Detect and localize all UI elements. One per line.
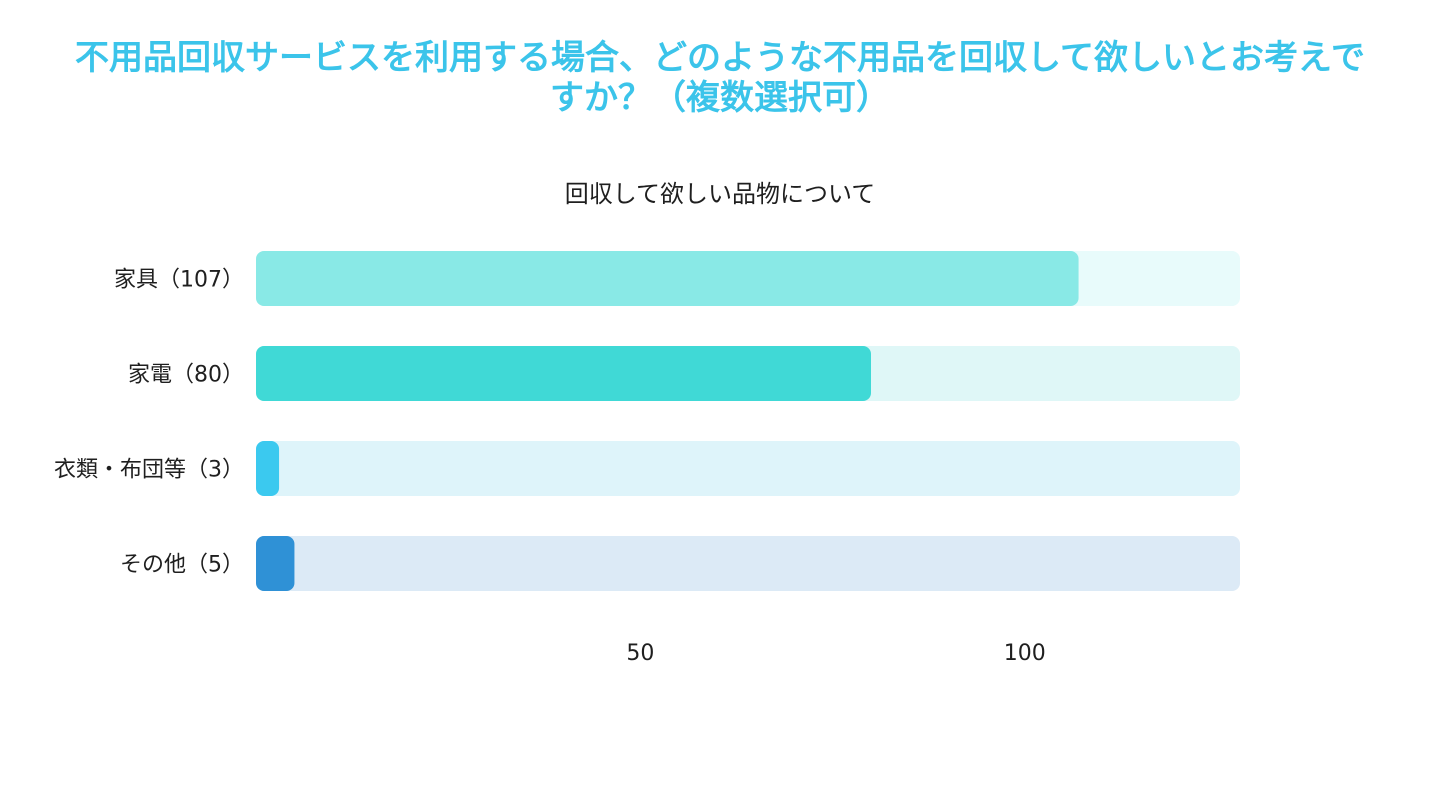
bar-track [256, 441, 1240, 496]
category-label: 家具（107） [114, 268, 244, 293]
category-label: 家電（80） [128, 363, 244, 388]
page-title: 不用品回収サービスを利用する場合、どのような不用品を回収して欲しいとお考えですか… [75, 38, 1365, 118]
category-label: その他（5） [120, 553, 244, 578]
bar [256, 441, 280, 496]
bar [256, 251, 1079, 306]
x-tick-label: 100 [1004, 641, 1046, 666]
bar [256, 536, 295, 591]
category-label: 衣類・布団等（3） [54, 458, 244, 483]
chart-title: 回収して欲しい品物について [564, 180, 876, 208]
x-tick-label: 50 [626, 641, 654, 666]
bar [256, 346, 871, 401]
bar-track [256, 536, 1240, 591]
